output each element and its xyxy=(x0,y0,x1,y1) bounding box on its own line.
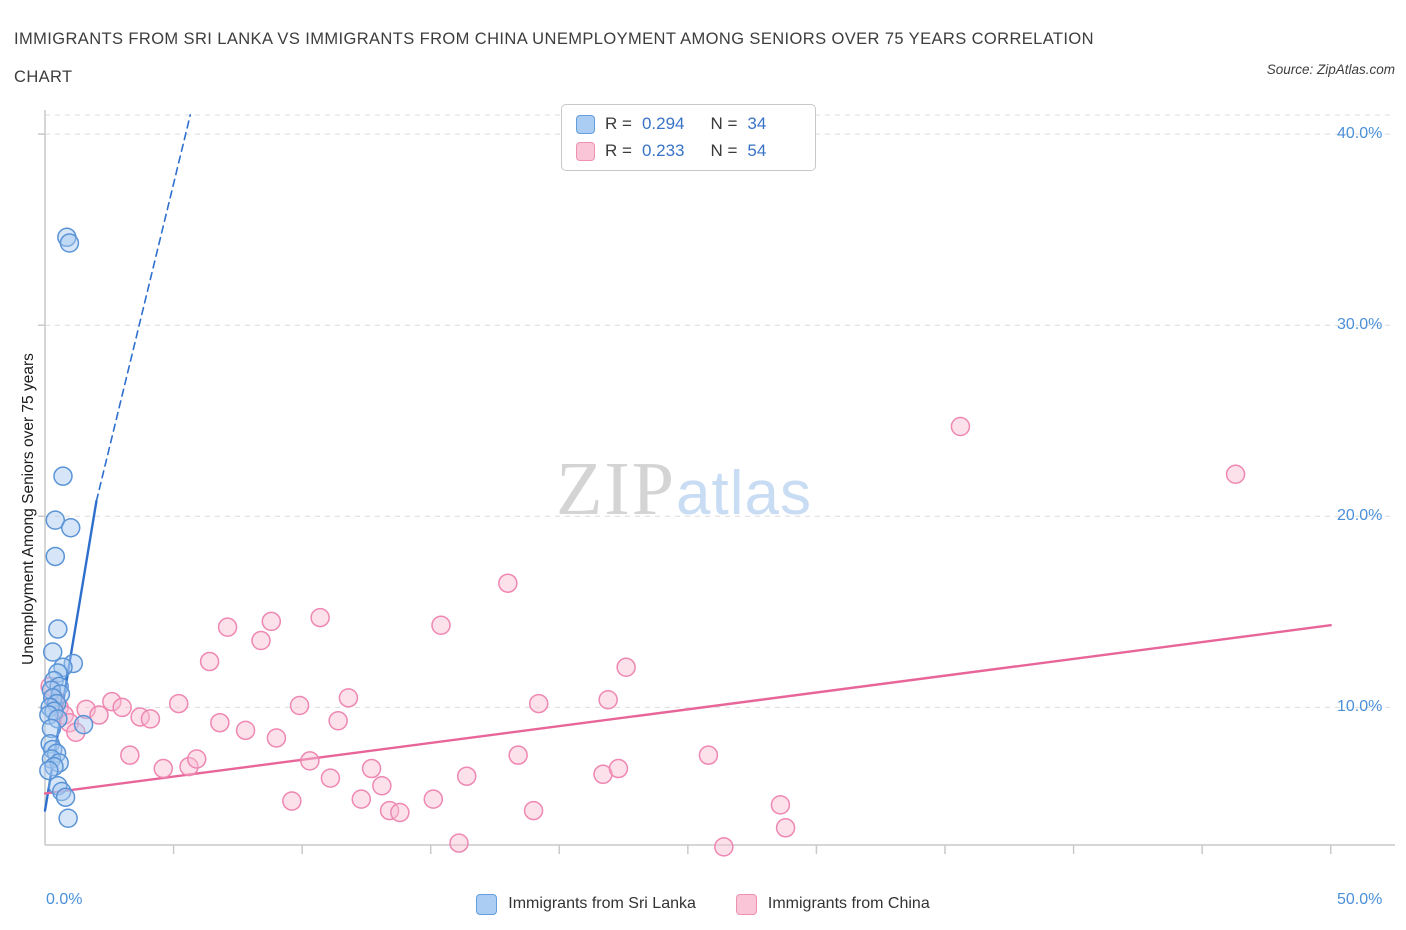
n-label: N = xyxy=(710,114,738,133)
bottom-legend-label: Immigrants from China xyxy=(767,895,930,912)
y-tick-label-20: 20.0% xyxy=(1337,507,1383,524)
page-title-line2: CHART xyxy=(14,68,73,86)
china-swatch-icon xyxy=(735,893,757,915)
n-value: 34 xyxy=(747,114,767,133)
x-tick-label-50: 50.0% xyxy=(1337,891,1383,908)
sri-lanka-swatch-icon xyxy=(576,114,595,134)
r-value: 0.294 xyxy=(641,114,685,133)
n-label: N = xyxy=(710,141,738,160)
r-label: R = xyxy=(605,141,632,160)
source-credit[interactable]: Source: ZipAtlas.com xyxy=(1266,62,1395,77)
bottom-legend-item-sri-lanka: Immigrants from Sri Lanka xyxy=(476,893,696,915)
page-title-line1: IMMIGRANTS FROM SRI LANKA VS IMMIGRANTS … xyxy=(14,30,1094,48)
n-value: 54 xyxy=(747,141,767,160)
bottom-legend: Immigrants from Sri Lanka Immigrants fro… xyxy=(0,886,1406,922)
china-swatch-icon xyxy=(576,141,595,161)
y-tick-label-10: 10.0% xyxy=(1337,698,1383,715)
bottom-legend-item-china: Immigrants from China xyxy=(735,893,930,915)
legend-row-china: R = 0.233 N = 54 xyxy=(576,141,801,161)
y-tick-label-40: 40.0% xyxy=(1337,125,1383,142)
sri-lanka-swatch-icon xyxy=(476,893,498,915)
r-label: R = xyxy=(605,114,632,133)
r-value: 0.233 xyxy=(641,141,685,160)
bottom-legend-label: Immigrants from Sri Lanka xyxy=(508,895,696,912)
x-tick-label-0: 0.0% xyxy=(46,891,83,908)
legend-box: R = 0.294 N = 34 R = 0.233 N = 54 xyxy=(561,104,816,171)
page-title: IMMIGRANTS FROM SRI LANKA VS IMMIGRANTS … xyxy=(14,20,1214,96)
legend-row-sri-lanka: R = 0.294 N = 34 xyxy=(576,114,801,134)
y-tick-label-30: 30.0% xyxy=(1337,316,1383,333)
